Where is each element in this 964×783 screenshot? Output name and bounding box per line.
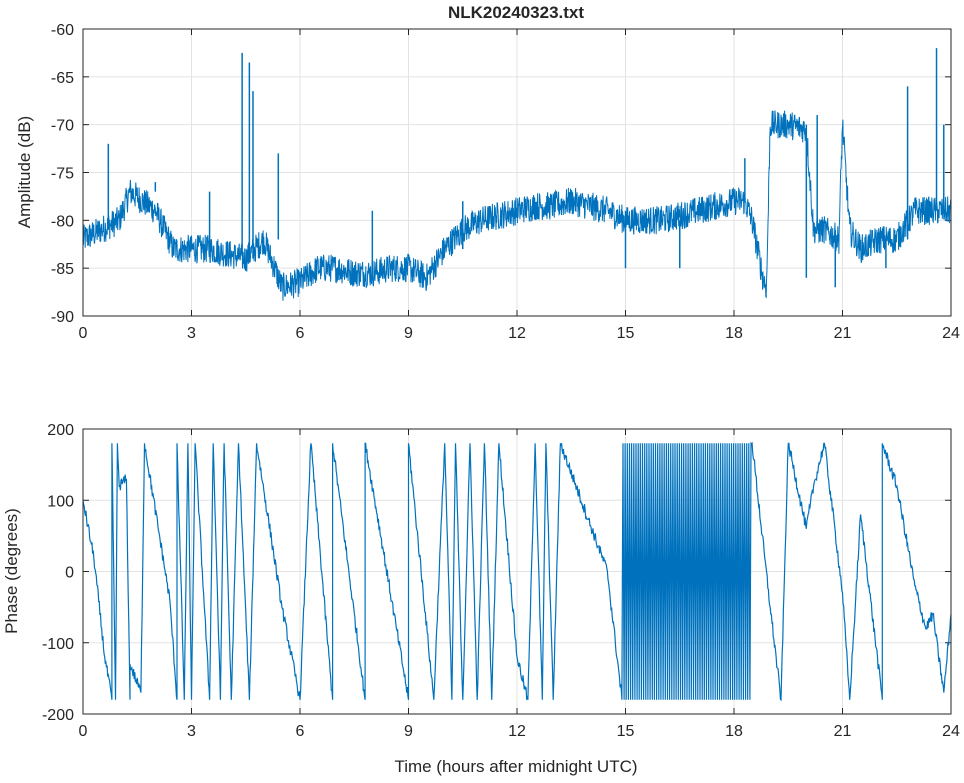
amplitude-y-label: Amplitude (dB) [15,116,34,228]
y-tick-label: -90 [51,309,74,326]
x-tick-label: 3 [187,723,196,740]
x-tick-label: 12 [508,723,526,740]
x-tick-label: 0 [79,723,88,740]
x-tick-label: 18 [725,723,743,740]
y-tick-label: -75 [51,166,74,183]
x-tick-label: 6 [296,723,305,740]
x-tick-label: 0 [79,325,88,342]
chart-title: NLK20240323.txt [448,3,584,22]
y-tick-label: 100 [47,493,74,510]
x-tick-label: 15 [617,723,635,740]
y-tick-label: -100 [42,636,74,653]
x-tick-label: 24 [942,325,960,342]
x-axis-label: Time (hours after midnight UTC) [394,757,637,776]
phase-axes: 0 3 6 9 12 15 18 21 24 200 100 0 -100 -200 [42,422,960,740]
y-tick-label: -70 [51,118,74,135]
y-tick-label: -60 [51,22,74,39]
x-tick-label: 18 [725,325,743,342]
y-tick-label: 0 [65,565,74,582]
axes-frame [82,28,952,317]
phase-y-label: Phase (degrees) [2,508,21,634]
x-tick-label: 3 [187,325,196,342]
axes-frame [82,428,952,715]
amplitude-axes: 0 3 6 9 12 15 18 21 24 -60 -65 -70 -75 -80 -85 -90 [51,22,960,342]
y-tick-label: -80 [51,213,74,230]
y-tick-label: -65 [51,70,74,87]
y-tick-label: -85 [51,261,74,278]
y-tick-label: -200 [42,707,74,724]
y-tick-label: 200 [47,422,74,439]
phase-series [82,441,952,702]
x-tick-label: 21 [834,723,852,740]
x-tick-label: 12 [508,325,526,342]
x-tick-label: 24 [942,723,960,740]
x-tick-label: 15 [617,325,635,342]
x-tick-label: 9 [404,325,413,342]
x-tick-label: 9 [404,723,413,740]
x-tick-label: 21 [834,325,852,342]
x-tick-label: 6 [296,325,305,342]
